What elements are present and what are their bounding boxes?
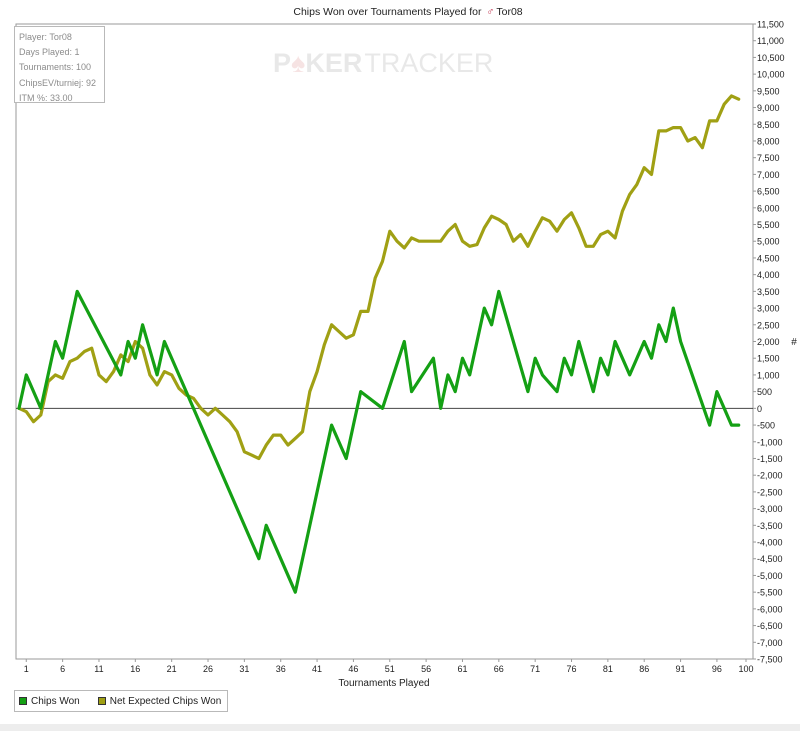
y-tick-label: 2,000 xyxy=(757,337,780,347)
y-tick-label: 5,000 xyxy=(757,237,780,247)
x-tick-label: 11 xyxy=(94,664,103,674)
y-tick-label: 2,500 xyxy=(757,320,780,330)
y-tick-label: 7,500 xyxy=(757,153,780,163)
y-tick-label: 7,000 xyxy=(757,170,780,180)
x-tick-label: 6 xyxy=(60,664,65,674)
y-tick-label: 10,000 xyxy=(757,70,785,80)
stat-itm: ITM %: 33.00 xyxy=(19,92,73,103)
y-tick-label: 4,500 xyxy=(757,253,780,263)
x-tick-label: 21 xyxy=(167,664,177,674)
y-tick-label: -4,500 xyxy=(757,554,783,564)
x-tick-label: 86 xyxy=(639,664,649,674)
y-tick-label: -6,500 xyxy=(757,621,783,631)
y-tick-label: -3,000 xyxy=(757,504,783,514)
chart-title: Chips Won over Tournaments Played for ♂ To… xyxy=(293,6,522,18)
y-tick-label: 1,500 xyxy=(757,354,780,364)
x-tick-label: 76 xyxy=(567,664,577,674)
x-tick-label: 61 xyxy=(457,664,467,674)
x-tick-label: 16 xyxy=(130,664,140,674)
y-axis-title: # xyxy=(791,337,797,348)
x-tick-label: 81 xyxy=(603,664,613,674)
y-tick-label: 1,000 xyxy=(757,370,780,380)
x-tick-label: 31 xyxy=(239,664,249,674)
x-tick-label: 41 xyxy=(312,664,322,674)
x-tick-label: 71 xyxy=(530,664,540,674)
x-axis-title: Tournaments Played xyxy=(338,678,429,689)
x-tick-label: 96 xyxy=(712,664,722,674)
y-tick-label: -7,000 xyxy=(757,638,783,648)
y-tick-label: 11,000 xyxy=(757,36,784,46)
y-tick-label: 10,500 xyxy=(757,53,785,63)
y-tick-label: 5,500 xyxy=(757,220,780,230)
player-stats-box: Player: Tor08 Days Played: 1 Tournaments… xyxy=(14,26,105,103)
series-line-chips-won xyxy=(17,289,741,594)
y-tick-label: -6,000 xyxy=(757,604,783,614)
y-tick-label: -1,000 xyxy=(757,437,783,447)
legend-label-net-expected-chips-won: Net Expected Chips Won xyxy=(109,695,222,707)
stat-player: Player: Tor08 xyxy=(19,32,72,42)
legend-swatch-chips-won xyxy=(19,697,27,705)
legend-swatch-net-expected-chips-won xyxy=(97,697,106,705)
y-tick-label: 0 xyxy=(757,404,762,414)
y-tick-label: 3,000 xyxy=(757,304,780,314)
svg-text:P♠KERTRACKER: P♠KERTRACKER xyxy=(273,48,493,78)
x-tick-marks xyxy=(25,659,747,662)
y-axis: -7,500 -7,000 -6,500 -6,000 -5,500 -5,000 -4,5… xyxy=(757,20,785,665)
x-axis: 1 6 11 16 21 26 31 36 41 46 51 56 61 66 71 76 81 86 91 96 10… xyxy=(24,664,754,674)
y-tick-label: -5,000 xyxy=(757,571,783,581)
x-tick-label: 56 xyxy=(421,664,431,674)
stat-chipsev: ChipsEV/turniej: 92 xyxy=(19,77,97,88)
legend-label-chips-won: Chips Won xyxy=(31,695,80,707)
x-tick-label: 51 xyxy=(385,664,395,674)
x-tick-label: 36 xyxy=(276,664,286,674)
x-tick-label: 1 xyxy=(24,664,29,674)
y-tick-label: -4,000 xyxy=(757,538,783,548)
y-tick-label: 6,000 xyxy=(757,203,780,213)
y-tick-label: -500 xyxy=(757,421,775,431)
y-tick-label: 6,500 xyxy=(757,187,780,197)
pokertracker-watermark: P♠KERTRACKER xyxy=(273,48,493,78)
x-tick-label: 26 xyxy=(203,664,213,674)
footer-bar xyxy=(0,724,800,731)
stat-tournaments: Tournaments: 100 xyxy=(19,62,92,73)
y-tick-marks xyxy=(753,23,756,660)
y-tick-label: 3,500 xyxy=(757,287,780,297)
y-tick-label: -3,500 xyxy=(757,521,783,531)
y-tick-label: 8,000 xyxy=(757,136,780,146)
y-tick-label: -7,500 xyxy=(757,655,783,665)
y-tick-label: 11,500 xyxy=(757,20,784,30)
y-tick-label: 9,000 xyxy=(757,103,780,113)
series-layer xyxy=(17,94,741,594)
x-tick-label: 100 xyxy=(738,664,753,674)
y-tick-label: -5,500 xyxy=(757,588,783,598)
x-tick-label: 66 xyxy=(494,664,504,674)
x-tick-label: 91 xyxy=(676,664,686,674)
y-tick-label: 500 xyxy=(757,387,772,397)
stat-days-played: Days Played: 1 xyxy=(19,47,80,58)
y-tick-label: 4,000 xyxy=(757,270,780,280)
y-tick-label: -2,000 xyxy=(757,471,783,481)
y-tick-label: -2,500 xyxy=(757,487,783,497)
y-tick-label: -1,500 xyxy=(757,454,783,464)
legend-item-net-expected-chips-won[interactable]: Net Expected Chips Won xyxy=(97,695,222,707)
y-tick-label: 8,500 xyxy=(757,120,780,130)
x-tick-label: 46 xyxy=(348,664,358,674)
legend: Chips Won Net Expected Chips Won xyxy=(14,690,229,712)
y-tick-label: 9,500 xyxy=(757,86,780,96)
legend-item-chips-won[interactable]: Chips Won xyxy=(19,696,80,707)
